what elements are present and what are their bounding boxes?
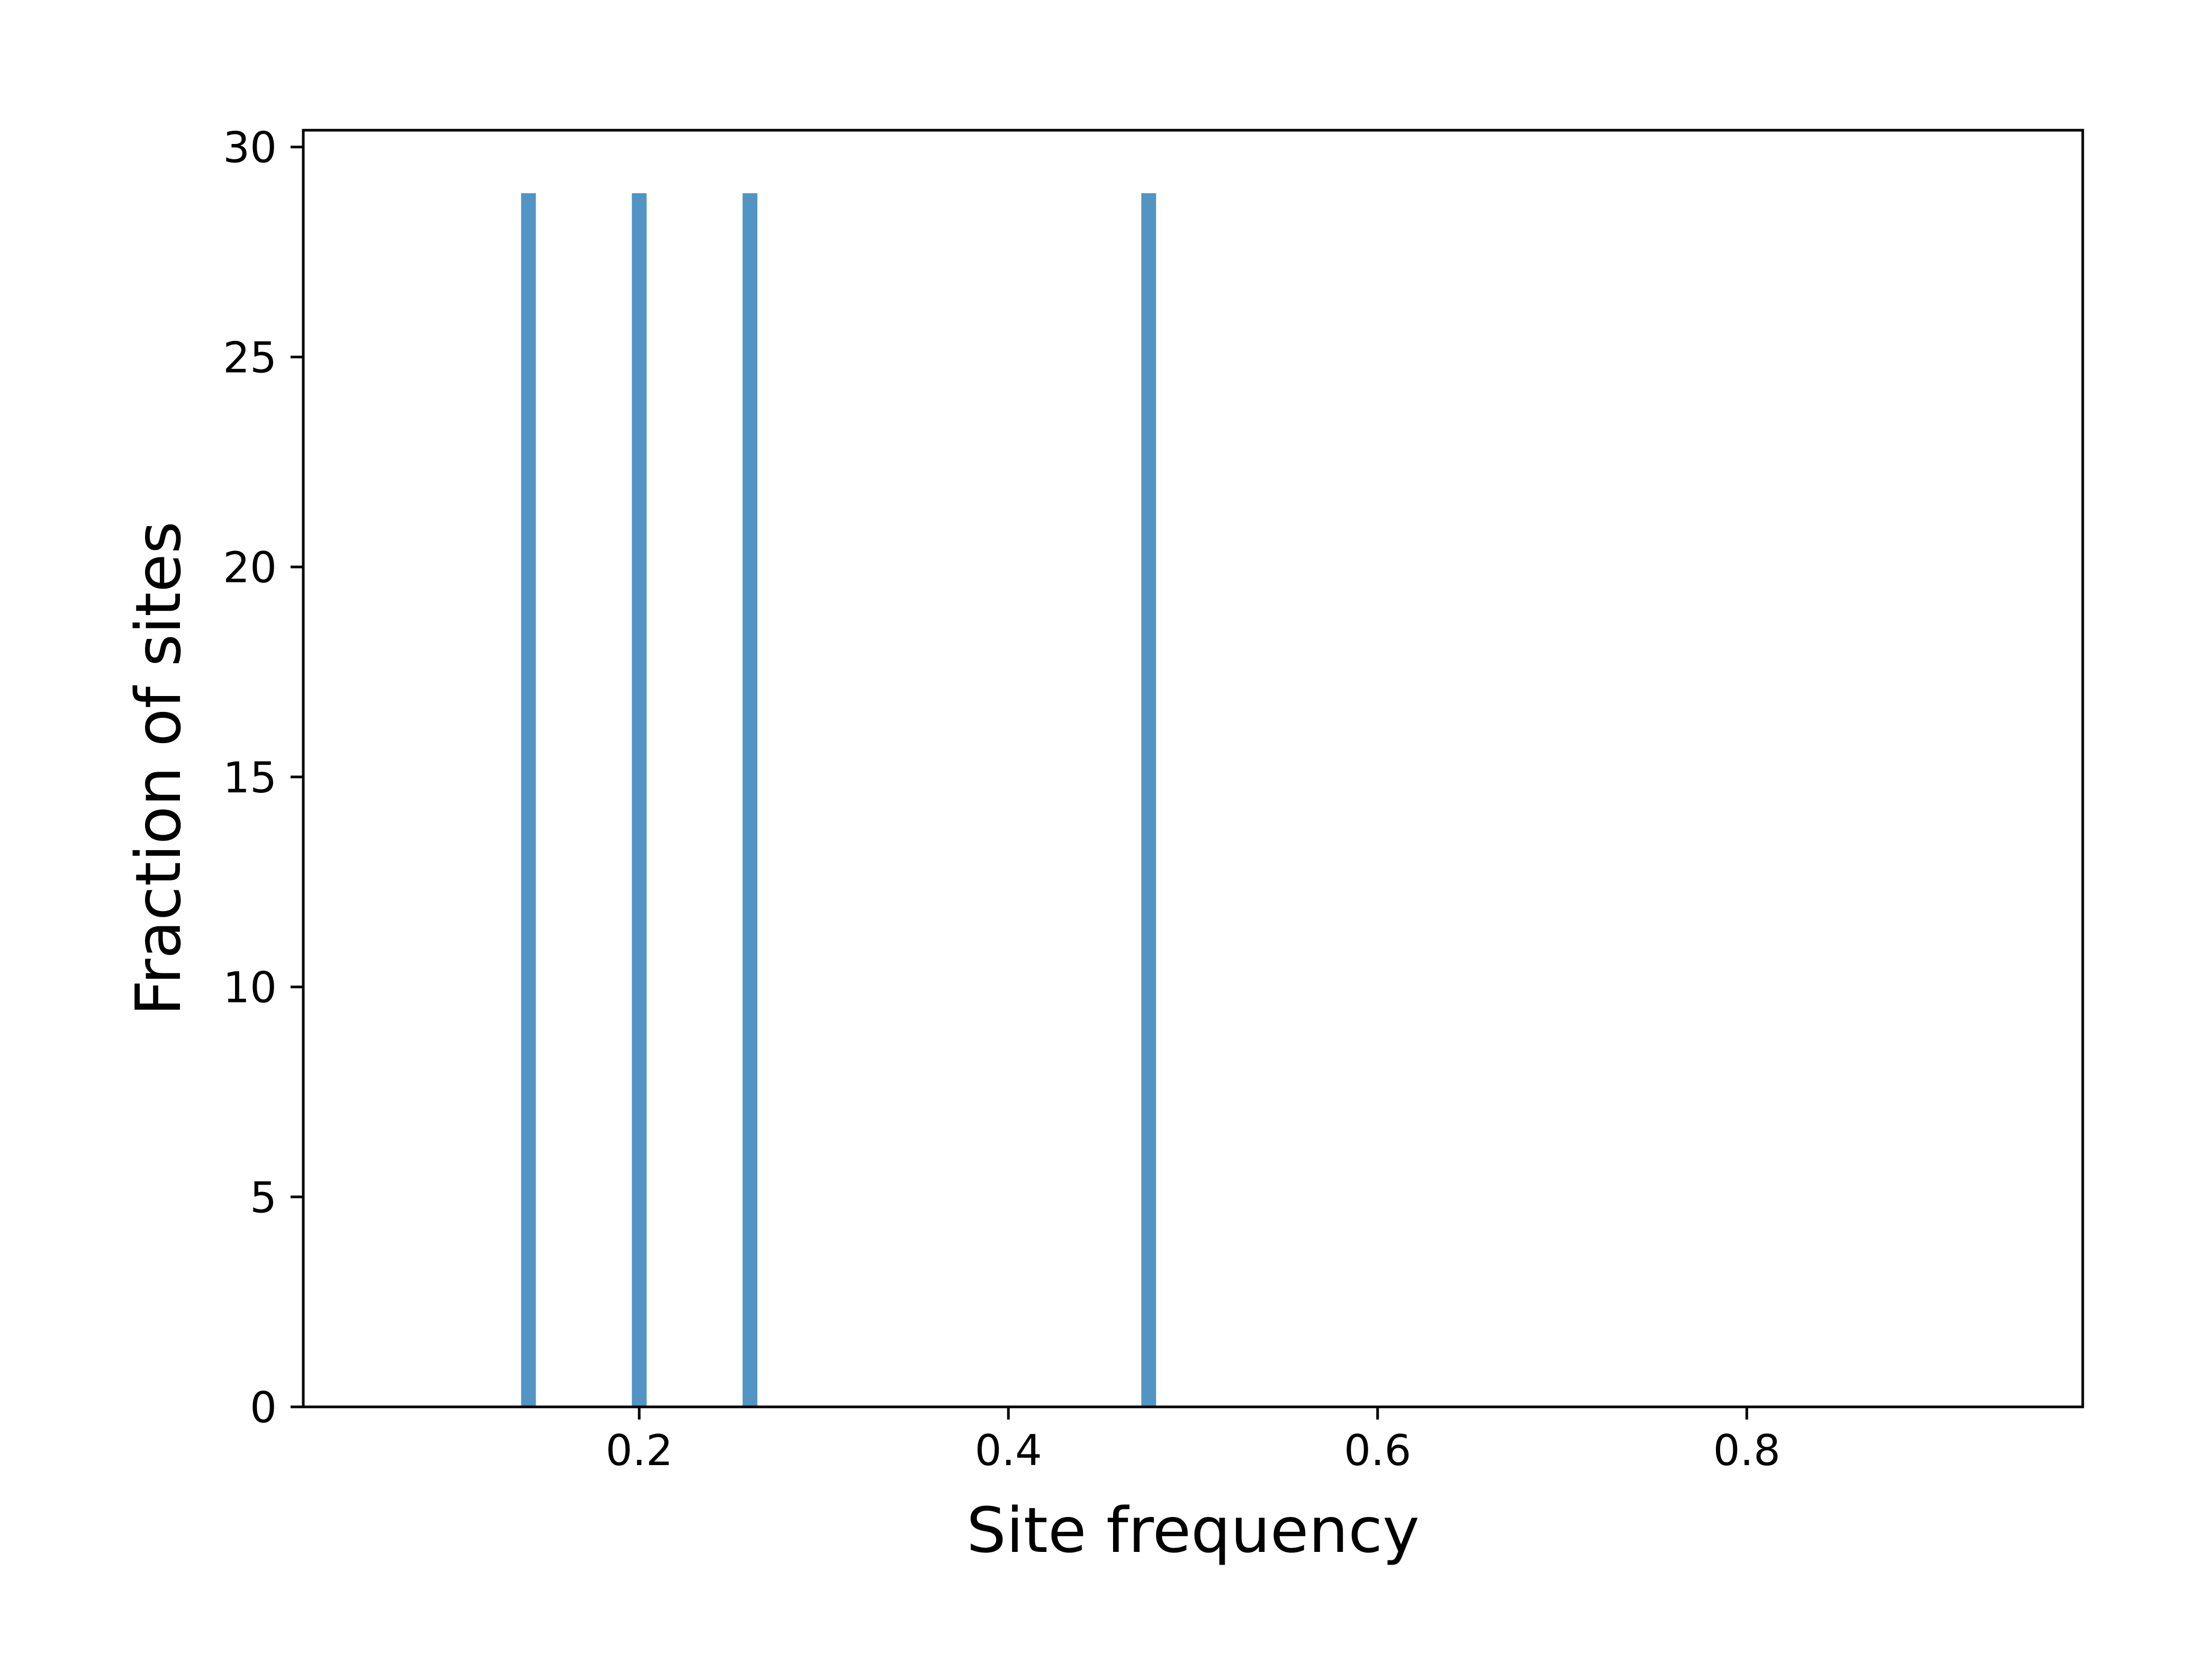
- x-tick-label: 0.8: [1713, 1426, 1781, 1475]
- x-tick-label: 0.2: [606, 1426, 673, 1475]
- histogram-bar: [743, 193, 757, 1407]
- y-tick-label: 15: [223, 753, 277, 802]
- y-tick-label: 20: [223, 543, 277, 592]
- y-tick-label: 25: [223, 333, 277, 382]
- x-tick-label: 0.6: [1344, 1426, 1411, 1475]
- x-tick-label: 0.4: [975, 1426, 1042, 1475]
- x-axis-label: Site frequency: [966, 1494, 1420, 1567]
- histogram-bar: [1141, 193, 1156, 1407]
- y-tick-label: 10: [223, 963, 277, 1013]
- y-axis-ticks: 0 5 10 15 20 25 30: [223, 123, 303, 1432]
- y-axis-label: Fraction of sites: [122, 521, 195, 1016]
- x-axis-ticks: 0.2 0.4 0.6 0.8: [606, 1407, 1781, 1475]
- histogram-bar: [521, 193, 536, 1407]
- plot-area-frame: [302, 129, 2084, 1408]
- bars-layer: [521, 193, 1156, 1407]
- histogram-bar: [631, 193, 647, 1407]
- y-tick-label: 5: [250, 1173, 277, 1222]
- y-tick-label: 0: [250, 1383, 277, 1432]
- y-tick-label: 30: [223, 123, 277, 173]
